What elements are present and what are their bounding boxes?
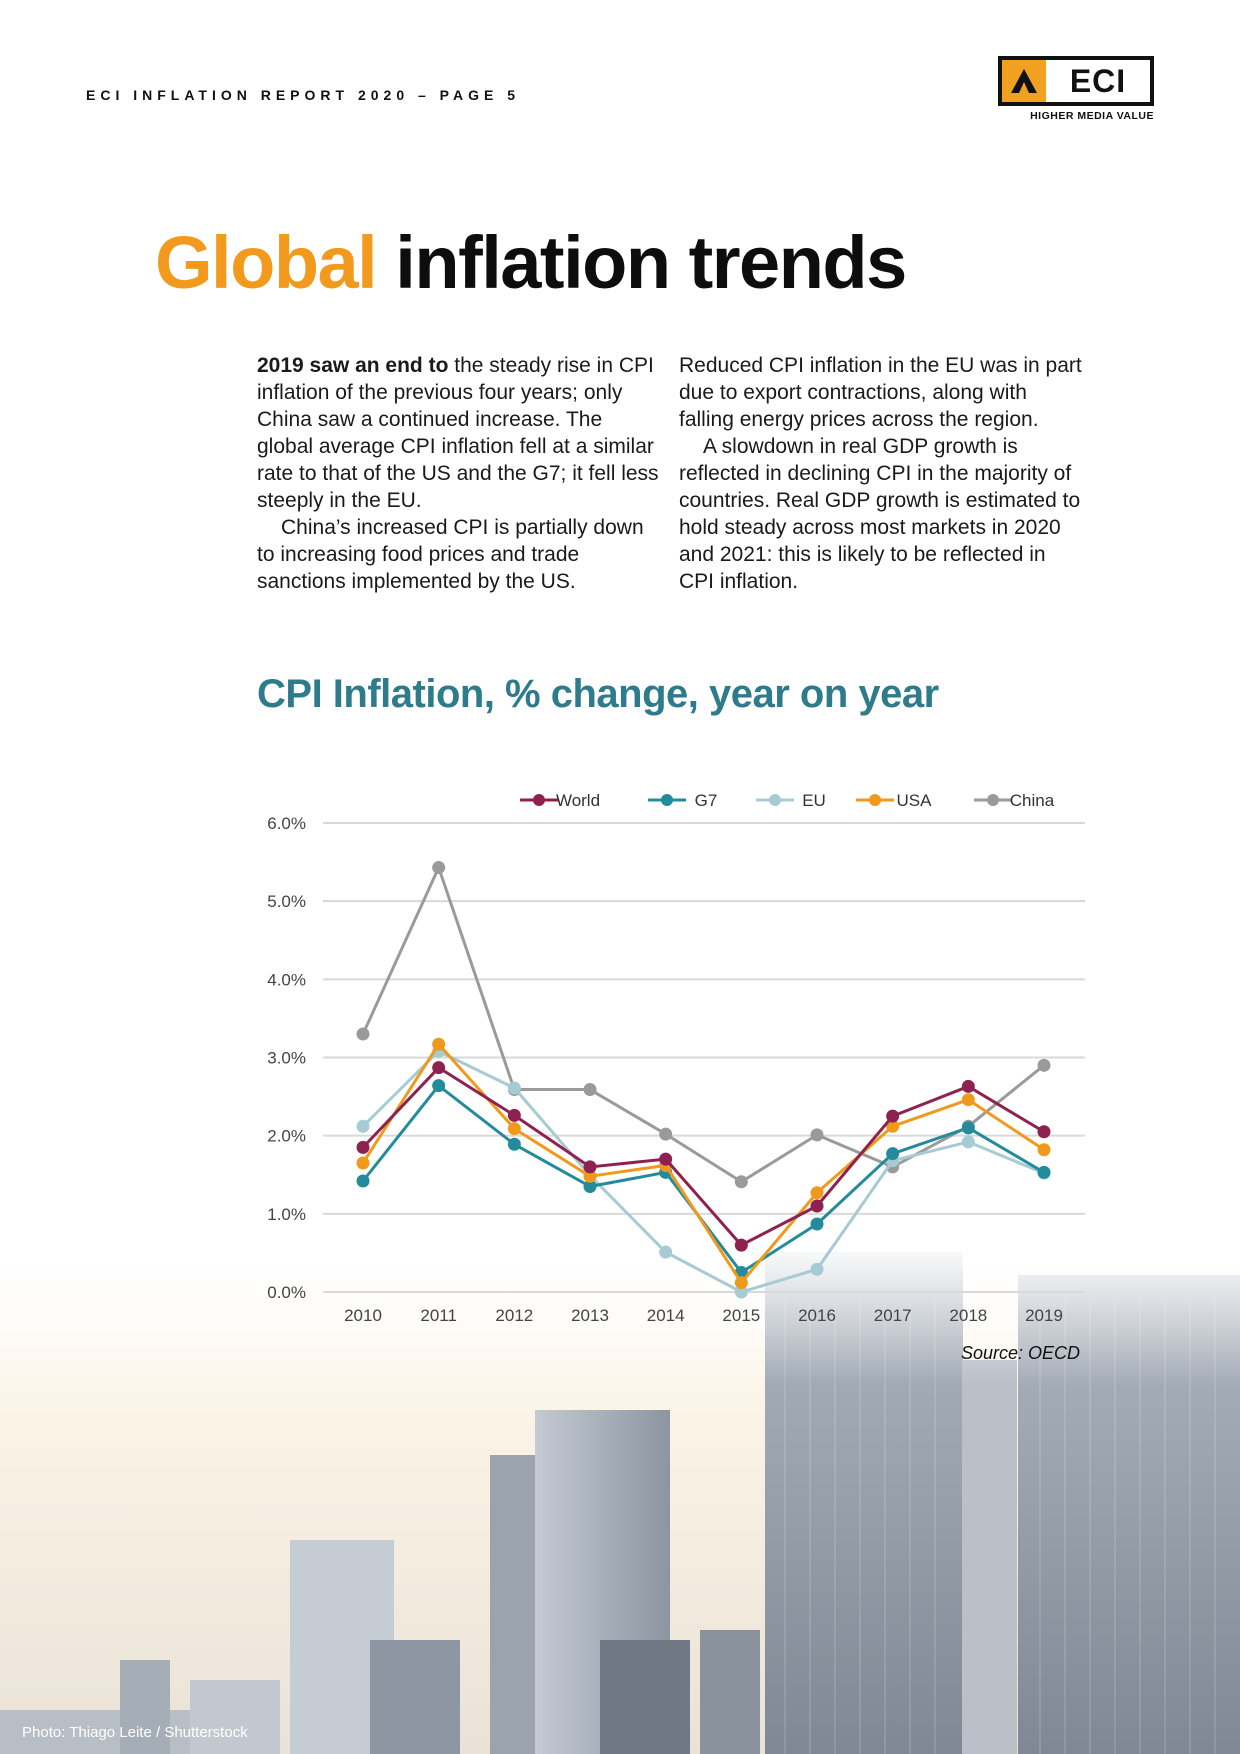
- body-column-right: Reduced CPI inflation in the EU was in p…: [679, 352, 1083, 595]
- data-point-world: [810, 1199, 824, 1213]
- y-tick-label: 6.0%: [267, 814, 306, 833]
- data-point-g7: [810, 1217, 824, 1231]
- legend-swatch-dot-eu: [769, 794, 781, 806]
- data-point-world: [734, 1238, 748, 1252]
- x-tick-label: 2014: [647, 1306, 685, 1325]
- paragraph-lead: 2019 saw an end to: [257, 354, 449, 377]
- data-point-g7: [507, 1137, 521, 1151]
- legend-label-china: China: [1010, 791, 1055, 810]
- title-accent: Global: [155, 221, 378, 304]
- legend-swatch-dot-china: [987, 794, 999, 806]
- y-tick-label: 2.0%: [267, 1127, 306, 1146]
- data-point-world: [356, 1140, 370, 1154]
- legend-label-usa: USA: [897, 791, 933, 810]
- y-tick-label: 4.0%: [267, 970, 306, 989]
- y-tick-label: 0.0%: [267, 1283, 306, 1302]
- series-line-world: [361, 1066, 1045, 1247]
- paragraph: 2019 saw an end to the steady rise in CP…: [257, 352, 661, 514]
- data-point-world: [583, 1160, 597, 1174]
- triangle-a-icon: [1002, 60, 1046, 102]
- x-tick-label: 2012: [495, 1306, 533, 1325]
- data-point-world: [961, 1079, 975, 1093]
- data-point-eu: [734, 1285, 748, 1299]
- data-point-eu: [356, 1119, 370, 1133]
- eci-logo: ECI HIGHER MEDIA VALUE: [998, 56, 1154, 122]
- logo-wordmark: ECI: [1069, 62, 1127, 99]
- x-tick-label: 2010: [344, 1306, 382, 1325]
- legend-swatch-dot-g7: [661, 794, 673, 806]
- data-point-eu: [961, 1135, 975, 1149]
- data-point-usa: [886, 1119, 900, 1133]
- data-point-world: [659, 1152, 673, 1166]
- paragraph-text: the steady rise in CPI inflation of the …: [257, 354, 659, 512]
- data-point-usa: [356, 1156, 370, 1170]
- report-header-label: ECI INFLATION REPORT 2020 – PAGE 5: [86, 87, 520, 103]
- city-skyline-photo: [0, 1240, 1240, 1754]
- data-point-china: [659, 1127, 673, 1141]
- x-tick-label: 2016: [798, 1306, 836, 1325]
- y-tick-label: 5.0%: [267, 892, 306, 911]
- x-tick-label: 2019: [1025, 1306, 1063, 1325]
- data-point-usa: [432, 1037, 446, 1051]
- paragraph: China’s increased CPI is partially down …: [257, 516, 644, 593]
- data-point-g7: [432, 1079, 446, 1093]
- y-tick-label: 1.0%: [267, 1205, 306, 1224]
- data-point-china: [356, 1027, 370, 1041]
- legend-label-eu: EU: [802, 791, 826, 810]
- title-rest: inflation trends: [376, 221, 907, 304]
- x-tick-label: 2017: [874, 1306, 912, 1325]
- data-point-china: [810, 1128, 824, 1142]
- x-tick-label: 2018: [949, 1306, 987, 1325]
- data-point-china: [432, 861, 446, 875]
- data-point-g7: [583, 1179, 597, 1193]
- data-point-usa: [507, 1122, 521, 1136]
- data-point-g7: [356, 1174, 370, 1188]
- data-point-eu: [659, 1245, 673, 1259]
- photo-credit: Photo: Thiago Leite / Shutterstock: [22, 1724, 248, 1741]
- x-tick-label: 2013: [571, 1306, 609, 1325]
- chart-title: CPI Inflation, % change, year on year: [257, 672, 939, 716]
- series-line-china: [361, 866, 1045, 1184]
- data-point-world: [1037, 1125, 1051, 1139]
- page-title: Global inflation trends: [155, 221, 907, 304]
- source-note: Source: OECD: [960, 1343, 1080, 1363]
- paragraph: Reduced CPI inflation in the EU was in p…: [679, 354, 1082, 431]
- data-point-world: [432, 1061, 446, 1075]
- paragraph: A slowdown in real GDP growth is reflect…: [679, 435, 1081, 593]
- data-point-usa: [810, 1186, 824, 1200]
- body-column-left: 2019 saw an end to the steady rise in CP…: [257, 352, 661, 595]
- legend-swatch-dot-usa: [869, 794, 881, 806]
- data-point-usa: [961, 1093, 975, 1107]
- data-point-usa: [1037, 1143, 1051, 1157]
- data-point-eu: [507, 1081, 521, 1095]
- x-tick-label: 2015: [722, 1306, 760, 1325]
- x-tick-label: 2011: [420, 1306, 457, 1325]
- data-point-g7: [886, 1147, 900, 1161]
- legend-label-g7: G7: [695, 791, 718, 810]
- logo-tagline: HIGHER MEDIA VALUE: [1030, 110, 1154, 122]
- legend-label-world: World: [556, 791, 600, 810]
- data-point-china: [734, 1175, 748, 1189]
- data-point-g7: [1037, 1165, 1051, 1179]
- data-point-eu: [810, 1262, 824, 1276]
- data-point-world: [507, 1108, 521, 1122]
- series-line-eu: [361, 1049, 1045, 1294]
- cpi-line-chart: 0.0% 1.0% 2.0% 3.0% 4.0% 5.0% 6.0% 2010 2011 2012…: [267, 791, 1085, 1325]
- series-line-g7: [361, 1084, 1045, 1274]
- data-point-china: [1037, 1058, 1051, 1072]
- data-point-g7: [961, 1121, 975, 1135]
- data-point-usa: [583, 1169, 597, 1183]
- series-line-usa: [361, 1042, 1045, 1285]
- data-point-usa: [734, 1276, 748, 1290]
- data-point-world: [886, 1109, 900, 1123]
- y-tick-label: 3.0%: [267, 1049, 306, 1068]
- legend-swatch-dot-world: [533, 794, 545, 806]
- data-point-china: [583, 1083, 597, 1097]
